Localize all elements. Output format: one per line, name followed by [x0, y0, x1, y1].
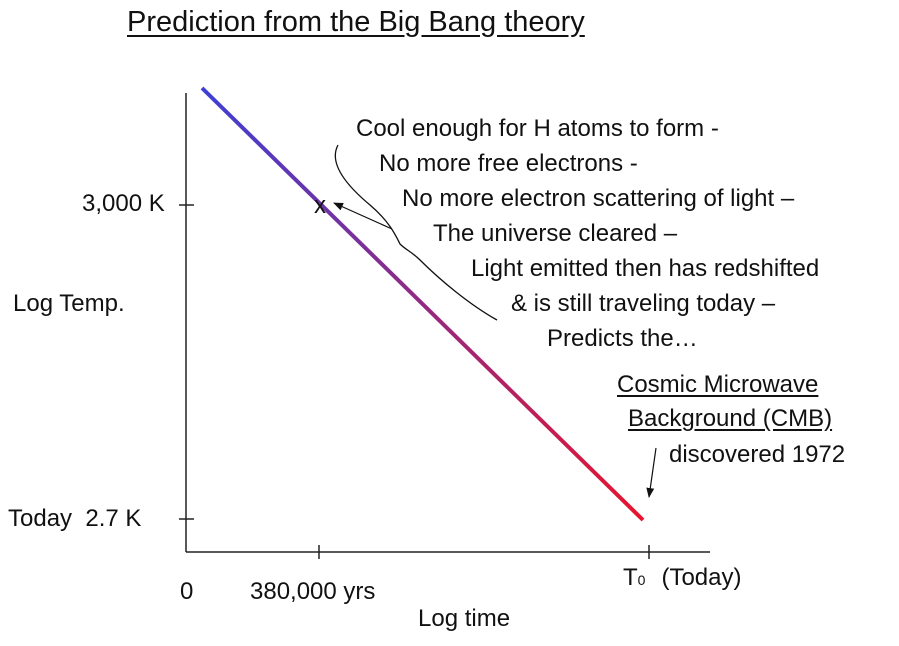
recombination-marker: x	[314, 192, 326, 219]
annotation-line-2: No more free electrons -	[379, 150, 638, 177]
annotation-line-1: Cool enough for H atoms to form -	[356, 115, 719, 142]
y-tick-label-upper: 3,000 K	[82, 190, 165, 217]
annotation-line-6: & is still traveling today –	[511, 290, 776, 317]
y-tick-label-lower: Today 2.7 K	[8, 505, 142, 532]
x-tick-label-today: T0 (Today)	[623, 564, 742, 592]
annotation-line-3: No more electron scattering of light –	[402, 185, 795, 212]
page-title: Prediction from the Big Bang theory	[127, 6, 585, 38]
x-axis-label: Log time	[418, 605, 511, 632]
cmb-arrow	[646, 447, 657, 498]
temperature-line	[200, 86, 645, 522]
annotation-line-5: Light emitted then has redshifted	[471, 255, 820, 282]
x-tick-today-suffix: (Today)	[661, 564, 742, 591]
cmb-label-line-3: discovered 1972	[669, 441, 846, 468]
annotation-line-4: The universe cleared –	[433, 220, 678, 247]
annotation-line-7: Predicts the…	[547, 325, 698, 352]
x-tick-today-main: T	[623, 564, 638, 591]
x-tick-today-subscript: 0	[637, 572, 646, 588]
cmb-label-line-2: Background (CMB)	[628, 405, 833, 432]
marker-arrow	[333, 202, 393, 230]
cmb-label-line-1: Cosmic Microwave	[617, 371, 819, 398]
annotation-brace	[334, 144, 498, 321]
x-tick-label-recombination: 380,000 yrs	[250, 578, 376, 605]
x-tick-label-origin: 0	[180, 578, 194, 605]
y-axis-label: Log Temp.	[13, 290, 125, 317]
